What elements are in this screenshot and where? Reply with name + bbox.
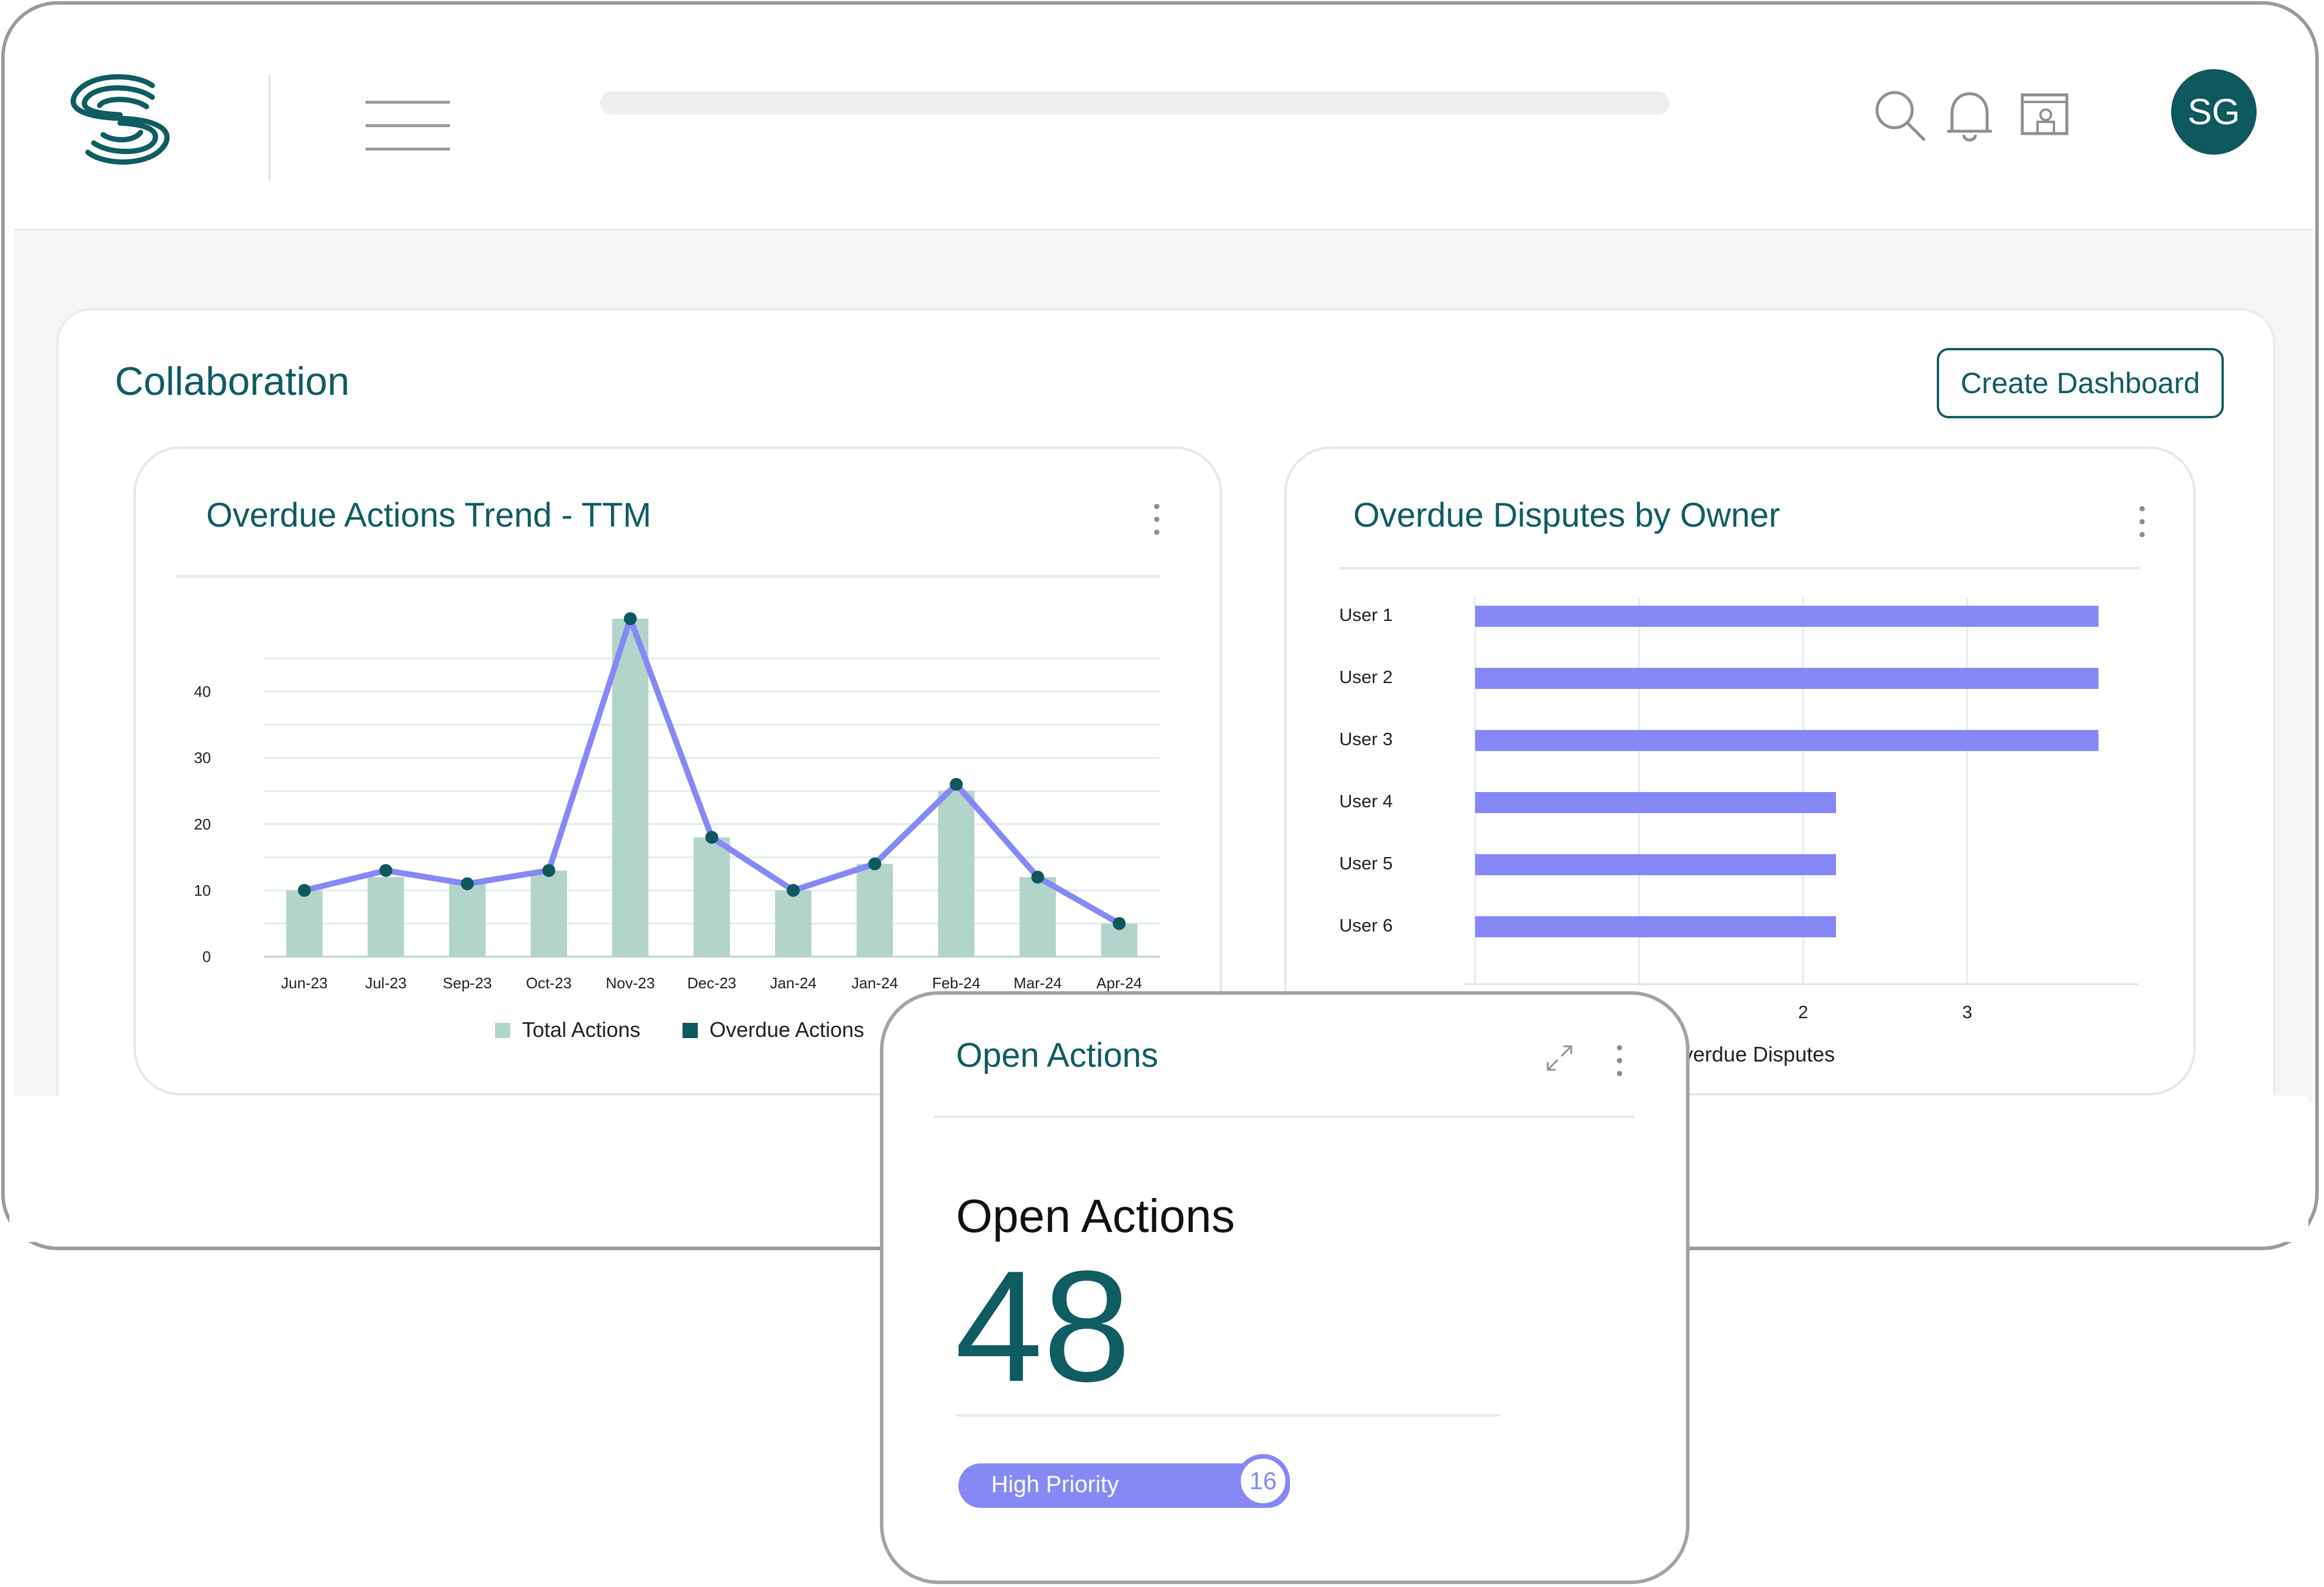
popup-divider-bottom (956, 1414, 1500, 1417)
x-tick-label: Dec-23 (687, 974, 736, 992)
bar-total-actions (367, 877, 404, 957)
trend-chart: 0 10 20 30 40 Jun-23 Jul-23 Sep-23 Oct-23 Nov-23 D… (194, 612, 1160, 1042)
x-axis-label: verdue Disputes (1683, 1042, 1835, 1066)
bar-overdue-disputes (1475, 792, 1836, 813)
avatar[interactable]: SG (2171, 69, 2257, 155)
bar-total-actions (530, 870, 567, 957)
bar-total-actions (856, 864, 893, 957)
bar-total-actions (938, 791, 975, 957)
bell-icon[interactable] (1939, 86, 2000, 146)
y-tick-label: User 1 (1339, 605, 1393, 625)
y-tick-label: 10 (194, 882, 211, 899)
point-overdue-actions (542, 864, 555, 877)
bar-overdue-disputes (1475, 606, 2098, 627)
point-overdue-actions (950, 777, 963, 791)
high-priority-label: High Priority (991, 1472, 1119, 1497)
y-tick-label: User 6 (1339, 915, 1393, 936)
y-tick-label: 20 (194, 815, 211, 833)
point-overdue-actions (705, 831, 718, 844)
x-tick-label: 2 (1798, 1002, 1808, 1022)
bar-total-actions (286, 890, 323, 957)
y-tick-label: User 2 (1339, 667, 1393, 687)
point-overdue-actions (787, 883, 800, 897)
point-overdue-actions (623, 612, 637, 626)
disputes-card-title: Overdue Disputes by Owner (1353, 496, 1780, 534)
create-dashboard-button[interactable]: Create Dashboard (1937, 348, 2224, 418)
bar-total-actions (449, 883, 486, 957)
page-title: Collaboration (115, 359, 350, 404)
high-priority-bar[interactable] (958, 1463, 1290, 1508)
x-tick-label: Sep-23 (443, 974, 492, 992)
trend-card-title: Overdue Actions Trend - TTM (206, 496, 651, 534)
top-bar (5, 5, 2315, 227)
brand-logo[interactable] (64, 69, 176, 169)
disputes-card-divider (1339, 567, 2139, 569)
point-overdue-actions (1112, 917, 1126, 930)
screen-share-icon[interactable] (2015, 86, 2076, 146)
x-tick-label: Feb-24 (932, 974, 980, 992)
bar-overdue-disputes (1475, 854, 1836, 875)
legend-swatch-overdue-actions (682, 1023, 698, 1038)
x-tick-label: Mar-24 (1013, 974, 1062, 992)
bar-total-actions (612, 619, 649, 957)
popup-divider-top (934, 1115, 1634, 1118)
bar-overdue-disputes (1475, 916, 1836, 937)
bar-total-actions (694, 837, 730, 957)
x-tick-label: Jan-24 (851, 974, 898, 992)
bar-overdue-disputes (1475, 668, 2098, 689)
bar-overdue-disputes (1475, 730, 2098, 751)
disputes-card-menu-icon[interactable] (2137, 505, 2146, 540)
point-overdue-actions (298, 883, 311, 897)
y-tick-label: 30 (194, 749, 211, 767)
bar-total-actions (1019, 877, 1056, 957)
overdue-disputes-card (1284, 446, 2196, 1095)
trend-card-menu-icon[interactable] (1152, 503, 1161, 538)
menu-icon[interactable] (366, 101, 450, 152)
bar-total-actions (775, 890, 812, 957)
y-tick-label: User 4 (1339, 791, 1393, 811)
legend-label-overdue-actions: Overdue Actions (709, 1018, 864, 1042)
header-divider (268, 75, 271, 180)
point-overdue-actions (868, 857, 882, 871)
x-tick-label: Oct-23 (526, 974, 572, 992)
point-overdue-actions (460, 877, 474, 890)
open-actions-count: 48 (955, 1238, 1131, 1415)
x-tick-label: 3 (1962, 1002, 1972, 1022)
disputes-chart: User 1 User 2 User 3 User 4 User 5 User 6 2 3 ve… (1339, 598, 2138, 1066)
x-tick-label: Apr-24 (1096, 974, 1142, 992)
overdue-actions-trend-card (134, 446, 1222, 1095)
high-priority-count: 16 (1236, 1454, 1290, 1508)
legend-swatch-total-actions (495, 1023, 510, 1038)
x-tick-label: Jun-23 (281, 974, 327, 992)
x-tick-label: Nov-23 (606, 974, 655, 992)
open-actions-menu-icon[interactable] (1615, 1044, 1624, 1079)
search-icon[interactable] (1870, 86, 1931, 146)
legend-label-total-actions: Total Actions (522, 1018, 640, 1042)
x-tick-label: Jul-23 (365, 974, 407, 992)
y-tick-label: User 3 (1339, 729, 1393, 749)
y-tick-label: 0 (203, 948, 211, 965)
y-tick-label: User 5 (1339, 853, 1393, 873)
point-overdue-actions (379, 864, 393, 877)
open-actions-card-title: Open Actions (956, 1036, 1158, 1074)
search-bar[interactable] (600, 91, 1670, 115)
x-tick-label: Jan-24 (770, 974, 817, 992)
y-tick-label: 40 (194, 683, 211, 701)
open-actions-heading: Open Actions (956, 1190, 1235, 1242)
trend-card-divider (176, 575, 1160, 578)
expand-icon[interactable] (1543, 1042, 1576, 1074)
point-overdue-actions (1031, 871, 1045, 884)
